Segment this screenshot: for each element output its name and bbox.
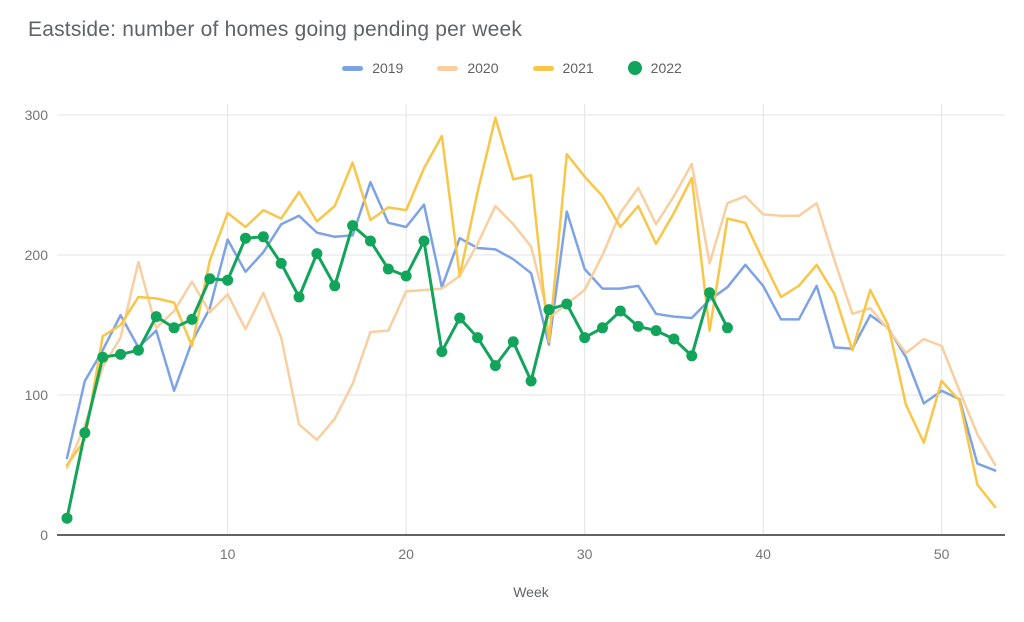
data-point-2022-week-21: [418, 235, 430, 247]
data-point-2022-week-4: [115, 348, 127, 360]
series-line-2019: [65, 180, 997, 472]
series-layer: [61, 116, 997, 524]
legend-item-2019: 2019: [342, 60, 403, 76]
data-point-2022-week-34: [650, 325, 662, 337]
data-point-2022-week-28: [543, 304, 555, 316]
grid-layer: [57, 104, 1005, 536]
data-point-2022-week-31: [597, 322, 608, 334]
data-point-2022-week-15: [311, 248, 323, 260]
legend-label-2021: 2021: [562, 60, 594, 76]
data-point-2022-week-33: [632, 320, 644, 332]
series-line-2021: [65, 116, 997, 509]
y-tick-label-200: 200: [25, 247, 49, 263]
data-point-2022-week-16: [329, 280, 341, 292]
legend-item-2022: 2022: [627, 60, 682, 76]
data-point-2022-week-14: [293, 291, 305, 303]
legend-swatch-2021-line-icon: [532, 65, 554, 71]
x-axis-title: Week: [513, 584, 550, 600]
data-point-2022-week-36: [686, 350, 698, 362]
legend-label-2019: 2019: [372, 60, 404, 76]
y-tick-label-300: 300: [25, 107, 49, 123]
data-point-2022-week-26: [507, 336, 519, 348]
legend-swatch-2020-line-icon: [437, 65, 459, 71]
data-point-2022-week-23: [454, 312, 466, 324]
legend-swatch-2019-line-icon: [342, 65, 364, 71]
data-point-2022-week-24: [472, 332, 484, 344]
data-point-2022-week-11: [240, 232, 251, 244]
x-tick-label-30: 30: [577, 546, 593, 562]
data-point-2022-week-3: [97, 351, 109, 363]
legend-label-2020: 2020: [467, 60, 499, 76]
data-point-2022-week-19: [382, 263, 394, 275]
data-point-2022-week-5: [132, 344, 144, 356]
series-line-2022: [65, 224, 729, 520]
data-point-2022-week-35: [668, 333, 680, 345]
data-point-2022-week-38: [721, 322, 733, 334]
y-tick-label-100: 100: [25, 387, 49, 403]
x-tick-label-20: 20: [398, 546, 414, 562]
axis-label-layer: 0 100 200 300 10 20 30 40 50: [25, 107, 950, 562]
data-point-2022-week-8: [186, 313, 198, 325]
chart-legend: 2019 2020 2021 2022: [0, 60, 1024, 76]
data-point-2022-week-37: [704, 287, 716, 299]
data-point-2022-week-2: [79, 427, 91, 439]
data-point-2022-week-30: [579, 332, 591, 344]
data-point-2022-week-7: [168, 322, 180, 334]
data-point-2022-week-9: [204, 273, 216, 285]
data-point-2022-week-27: [525, 375, 537, 387]
x-tick-label-50: 50: [934, 546, 950, 562]
data-point-2022-week-25: [489, 360, 501, 372]
legend-item-2020: 2020: [437, 60, 499, 76]
data-point-2022-week-12: [257, 231, 269, 243]
data-point-2022-week-6: [150, 311, 162, 323]
x-tick-label-10: 10: [220, 546, 236, 562]
data-point-2022-week-1: [61, 512, 73, 524]
x-tick-label-40: 40: [755, 546, 771, 562]
data-point-2022-week-20: [400, 270, 412, 282]
data-point-2022-week-29: [561, 298, 573, 310]
y-tick-label-0: 0: [40, 527, 48, 543]
legend-label-2022: 2022: [650, 60, 682, 76]
data-point-2022-week-22: [436, 346, 448, 358]
series-line-2020: [65, 162, 997, 470]
legend-item-2021: 2021: [532, 60, 594, 76]
data-point-2022-week-13: [275, 257, 287, 269]
data-point-2022-week-18: [364, 235, 376, 247]
data-point-2022-week-17: [347, 220, 359, 232]
chart-title: Eastside: number of homes going pending …: [28, 18, 523, 41]
data-point-2022-week-10: [222, 274, 234, 286]
legend-swatch-2022-circle-icon: [627, 61, 642, 75]
data-point-2022-week-32: [614, 305, 626, 317]
